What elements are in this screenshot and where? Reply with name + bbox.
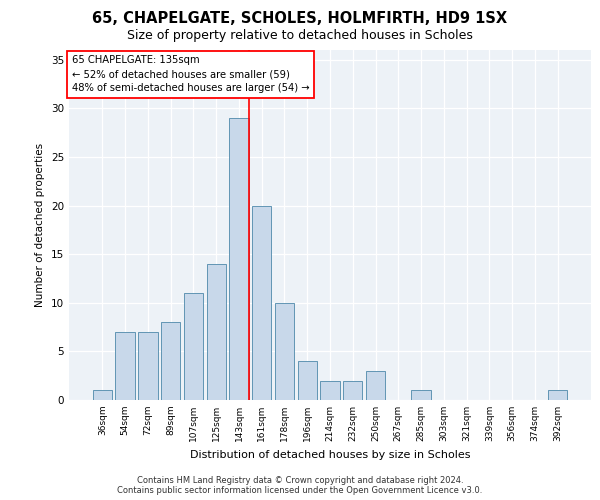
Bar — [548, 390, 567, 400]
Bar — [115, 332, 135, 400]
Bar — [412, 390, 431, 400]
Text: Contains public sector information licensed under the Open Government Licence v3: Contains public sector information licen… — [118, 486, 482, 495]
X-axis label: Distribution of detached houses by size in Scholes: Distribution of detached houses by size … — [190, 450, 470, 460]
Bar — [184, 293, 203, 400]
Bar — [343, 380, 362, 400]
Bar — [138, 332, 158, 400]
Text: Size of property relative to detached houses in Scholes: Size of property relative to detached ho… — [127, 29, 473, 42]
Bar — [275, 303, 294, 400]
Bar — [252, 206, 271, 400]
Bar — [206, 264, 226, 400]
Text: 65 CHAPELGATE: 135sqm
← 52% of detached houses are smaller (59)
48% of semi-deta: 65 CHAPELGATE: 135sqm ← 52% of detached … — [71, 56, 309, 94]
Bar — [320, 380, 340, 400]
Bar — [161, 322, 181, 400]
Text: 65, CHAPELGATE, SCHOLES, HOLMFIRTH, HD9 1SX: 65, CHAPELGATE, SCHOLES, HOLMFIRTH, HD9 … — [92, 11, 508, 26]
Bar — [298, 361, 317, 400]
Bar — [229, 118, 248, 400]
Y-axis label: Number of detached properties: Number of detached properties — [35, 143, 46, 307]
Text: Contains HM Land Registry data © Crown copyright and database right 2024.: Contains HM Land Registry data © Crown c… — [137, 476, 463, 485]
Bar — [93, 390, 112, 400]
Bar — [366, 371, 385, 400]
